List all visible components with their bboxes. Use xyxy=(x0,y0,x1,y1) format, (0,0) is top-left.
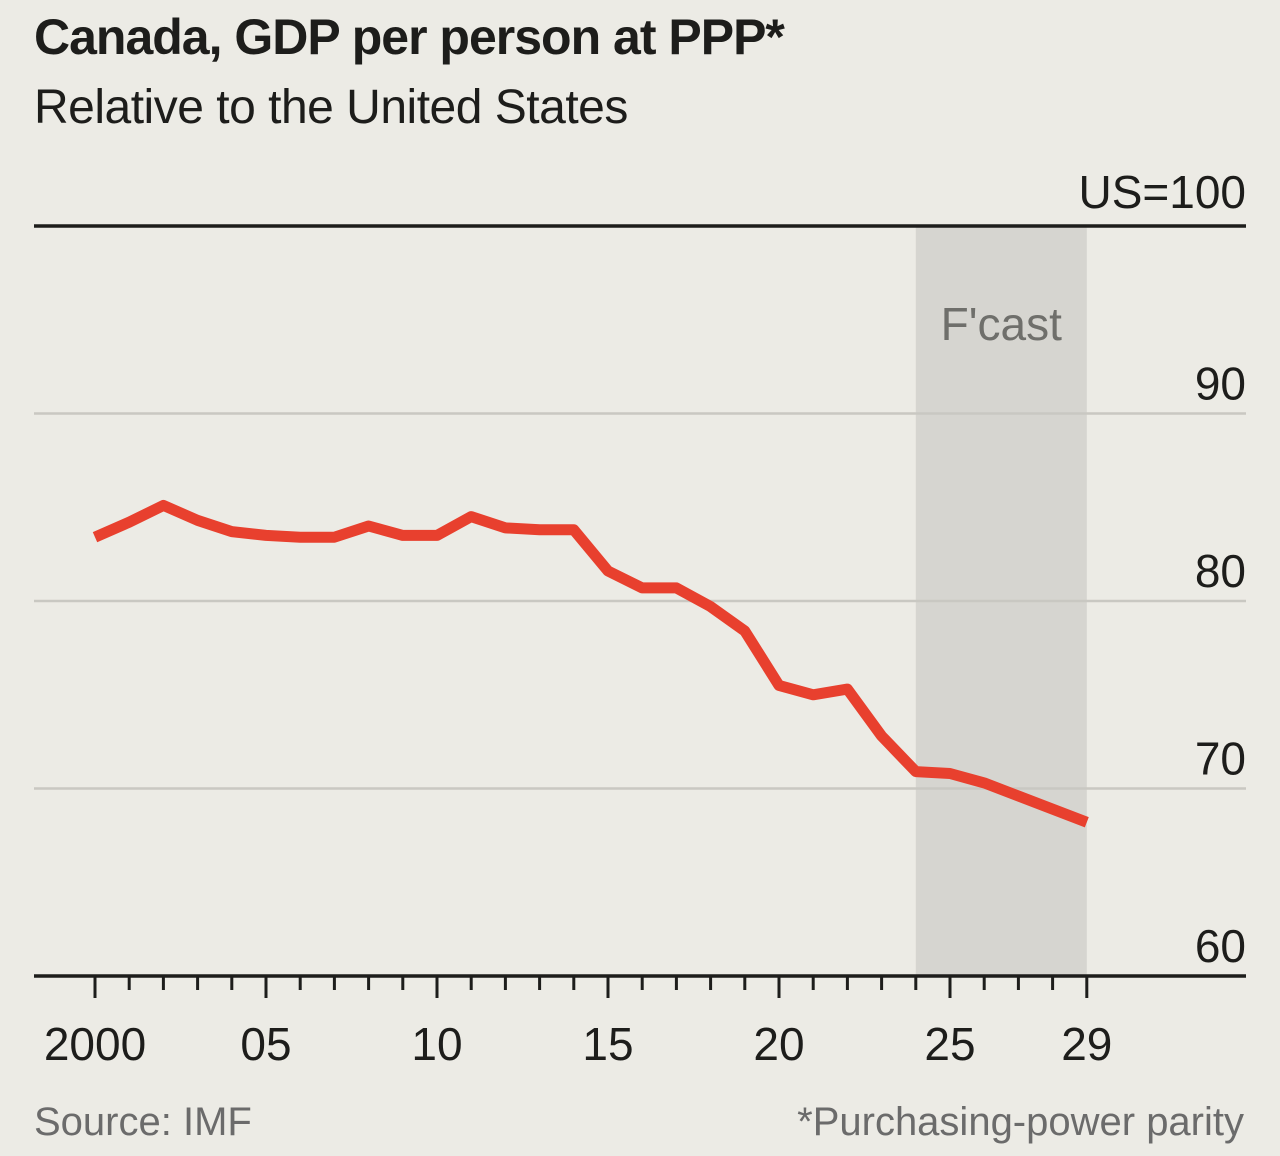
chart-subtitle: Relative to the United States xyxy=(34,81,628,134)
series-line-canada xyxy=(92,499,1089,828)
x-tick-label: 05 xyxy=(240,1018,291,1070)
chart-title: Canada, GDP per person at PPP* xyxy=(34,9,785,65)
unit-label: US=100 xyxy=(1078,166,1246,218)
y-tick-label: 70 xyxy=(1195,733,1246,785)
x-tick-label: 20 xyxy=(753,1018,804,1070)
source-note: Source: IMF xyxy=(34,1100,252,1144)
x-tick-label: 29 xyxy=(1061,1018,1112,1070)
y-tick-label: 60 xyxy=(1195,920,1246,972)
y-tick-label: 90 xyxy=(1195,358,1246,410)
x-tick-label: 25 xyxy=(924,1018,975,1070)
x-tick-label: 2000 xyxy=(44,1018,146,1070)
y-tick-label: 80 xyxy=(1195,545,1246,597)
x-tick-label: 10 xyxy=(411,1018,462,1070)
forecast-label: F'cast xyxy=(941,298,1062,350)
footnote: *Purchasing-power parity xyxy=(797,1100,1244,1144)
x-tick-label: 15 xyxy=(582,1018,633,1070)
